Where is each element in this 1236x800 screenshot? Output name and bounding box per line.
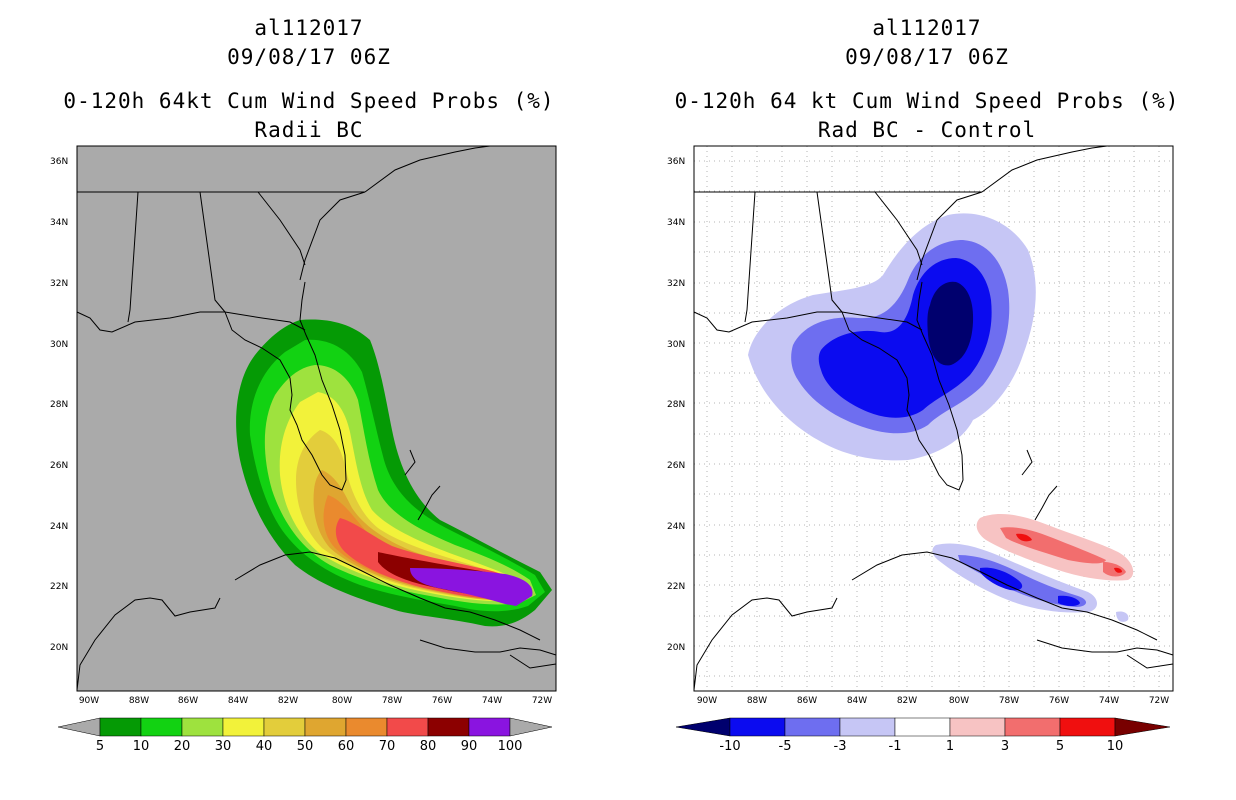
- legend-label: 20: [174, 739, 191, 754]
- left-subtitle: Radii BC: [254, 118, 364, 142]
- left-map: 36N 34N 32N 30N 28N 26N 24N 22N 20N 90W …: [50, 145, 557, 754]
- lat-label: 36N: [667, 157, 685, 167]
- legend-label: -5: [779, 739, 792, 754]
- lat-label: 34N: [667, 218, 685, 228]
- left-probability-swath: [236, 319, 553, 627]
- left-coastlines: [76, 145, 557, 691]
- right-map: 36N 34N 32N 30N 28N 26N 24N 22N 20N 90W …: [667, 145, 1174, 754]
- right-panel: al112017 09/08/17 06Z 0-120h 64 kt Cum W…: [618, 0, 1236, 800]
- legend-label: 5: [1056, 739, 1064, 754]
- right-colorbar-labels: -10 -5 -3 -1 1 3 5 10: [719, 739, 1123, 754]
- lon-label: 82W: [278, 696, 298, 706]
- lat-label: 32N: [667, 279, 685, 289]
- lat-label: 20N: [50, 643, 68, 653]
- right-colorbar: [675, 717, 1171, 737]
- lat-label: 24N: [667, 522, 685, 532]
- left-lat-labels: 36N 34N 32N 30N 28N 26N 24N 22N 20N: [50, 157, 68, 653]
- lat-label: 20N: [667, 643, 685, 653]
- left-lon-labels: 90W 88W 86W 84W 82W 80W 78W 76W 74W 72W: [79, 696, 552, 706]
- left-product-title: 0-120h 64kt Cum Wind Speed Probs (%): [63, 89, 555, 113]
- right-positive-difference: [976, 514, 1134, 581]
- right-map-border: [693, 145, 1174, 692]
- lat-label: 28N: [667, 400, 685, 410]
- lat-label: 30N: [50, 340, 68, 350]
- legend-label: 40: [256, 739, 273, 754]
- legend-label: 70: [379, 739, 396, 754]
- legend-label: 50: [297, 739, 314, 754]
- lat-label: 22N: [667, 582, 685, 592]
- right-datetime: 09/08/17 06Z: [845, 45, 1009, 69]
- lat-label: 26N: [667, 461, 685, 471]
- right-negative-difference: [748, 213, 1129, 622]
- lon-label: 84W: [847, 696, 867, 706]
- lat-label: 26N: [50, 461, 68, 471]
- legend-label: 3: [1001, 739, 1009, 754]
- lon-label: 90W: [697, 696, 717, 706]
- legend-label: -10: [719, 739, 740, 754]
- legend-label: 80: [420, 739, 437, 754]
- legend-label: 90: [461, 739, 478, 754]
- legend-label: 1: [946, 739, 954, 754]
- lon-label: 84W: [228, 696, 248, 706]
- lon-label: 72W: [1149, 696, 1169, 706]
- lon-label: 80W: [949, 696, 969, 706]
- lat-label: 30N: [667, 340, 685, 350]
- lon-label: 74W: [482, 696, 502, 706]
- right-storm-id: al112017: [872, 16, 982, 40]
- lon-label: 72W: [532, 696, 552, 706]
- right-lat-labels: 36N 34N 32N 30N 28N 26N 24N 22N 20N: [667, 157, 685, 653]
- lon-label: 80W: [332, 696, 352, 706]
- right-lon-labels: 90W 88W 86W 84W 82W 80W 78W 76W 74W 72W: [697, 696, 1169, 706]
- left-colorbar: [57, 717, 553, 737]
- lon-label: 78W: [999, 696, 1019, 706]
- right-subtitle: Rad BC - Control: [817, 118, 1037, 142]
- lon-label: 90W: [79, 696, 99, 706]
- legend-label: 60: [338, 739, 355, 754]
- right-coastlines: [693, 145, 1174, 691]
- lon-label: 76W: [432, 696, 452, 706]
- right-product-title: 0-120h 64 kt Cum Wind Speed Probs (%): [674, 89, 1180, 113]
- lat-label: 22N: [50, 582, 68, 592]
- left-colorbar-labels: 5 10 20 30 40 50 60 70 80 90 100: [96, 739, 523, 754]
- lat-label: 28N: [50, 400, 68, 410]
- left-panel: al112017 09/08/17 06Z 0-120h 64kt Cum Wi…: [50, 16, 557, 754]
- legend-label: 10: [1107, 739, 1124, 754]
- lon-label: 86W: [797, 696, 817, 706]
- lon-label: 88W: [129, 696, 149, 706]
- lat-label: 36N: [50, 157, 68, 167]
- legend-label: -3: [834, 739, 847, 754]
- lon-label: 82W: [897, 696, 917, 706]
- left-datetime: 09/08/17 06Z: [227, 45, 391, 69]
- legend-label: 10: [133, 739, 150, 754]
- left-map-border: [76, 145, 557, 692]
- lon-label: 88W: [747, 696, 767, 706]
- legend-label: 5: [96, 739, 104, 754]
- lon-label: 86W: [178, 696, 198, 706]
- lon-label: 74W: [1099, 696, 1119, 706]
- lon-label: 76W: [1049, 696, 1069, 706]
- legend-label: 100: [498, 739, 523, 754]
- legend-label: 30: [215, 739, 232, 754]
- left-storm-id: al112017: [254, 16, 364, 40]
- legend-label: -1: [889, 739, 902, 754]
- lat-label: 32N: [50, 279, 68, 289]
- lat-label: 34N: [50, 218, 68, 228]
- lon-label: 78W: [382, 696, 402, 706]
- lat-label: 24N: [50, 522, 68, 532]
